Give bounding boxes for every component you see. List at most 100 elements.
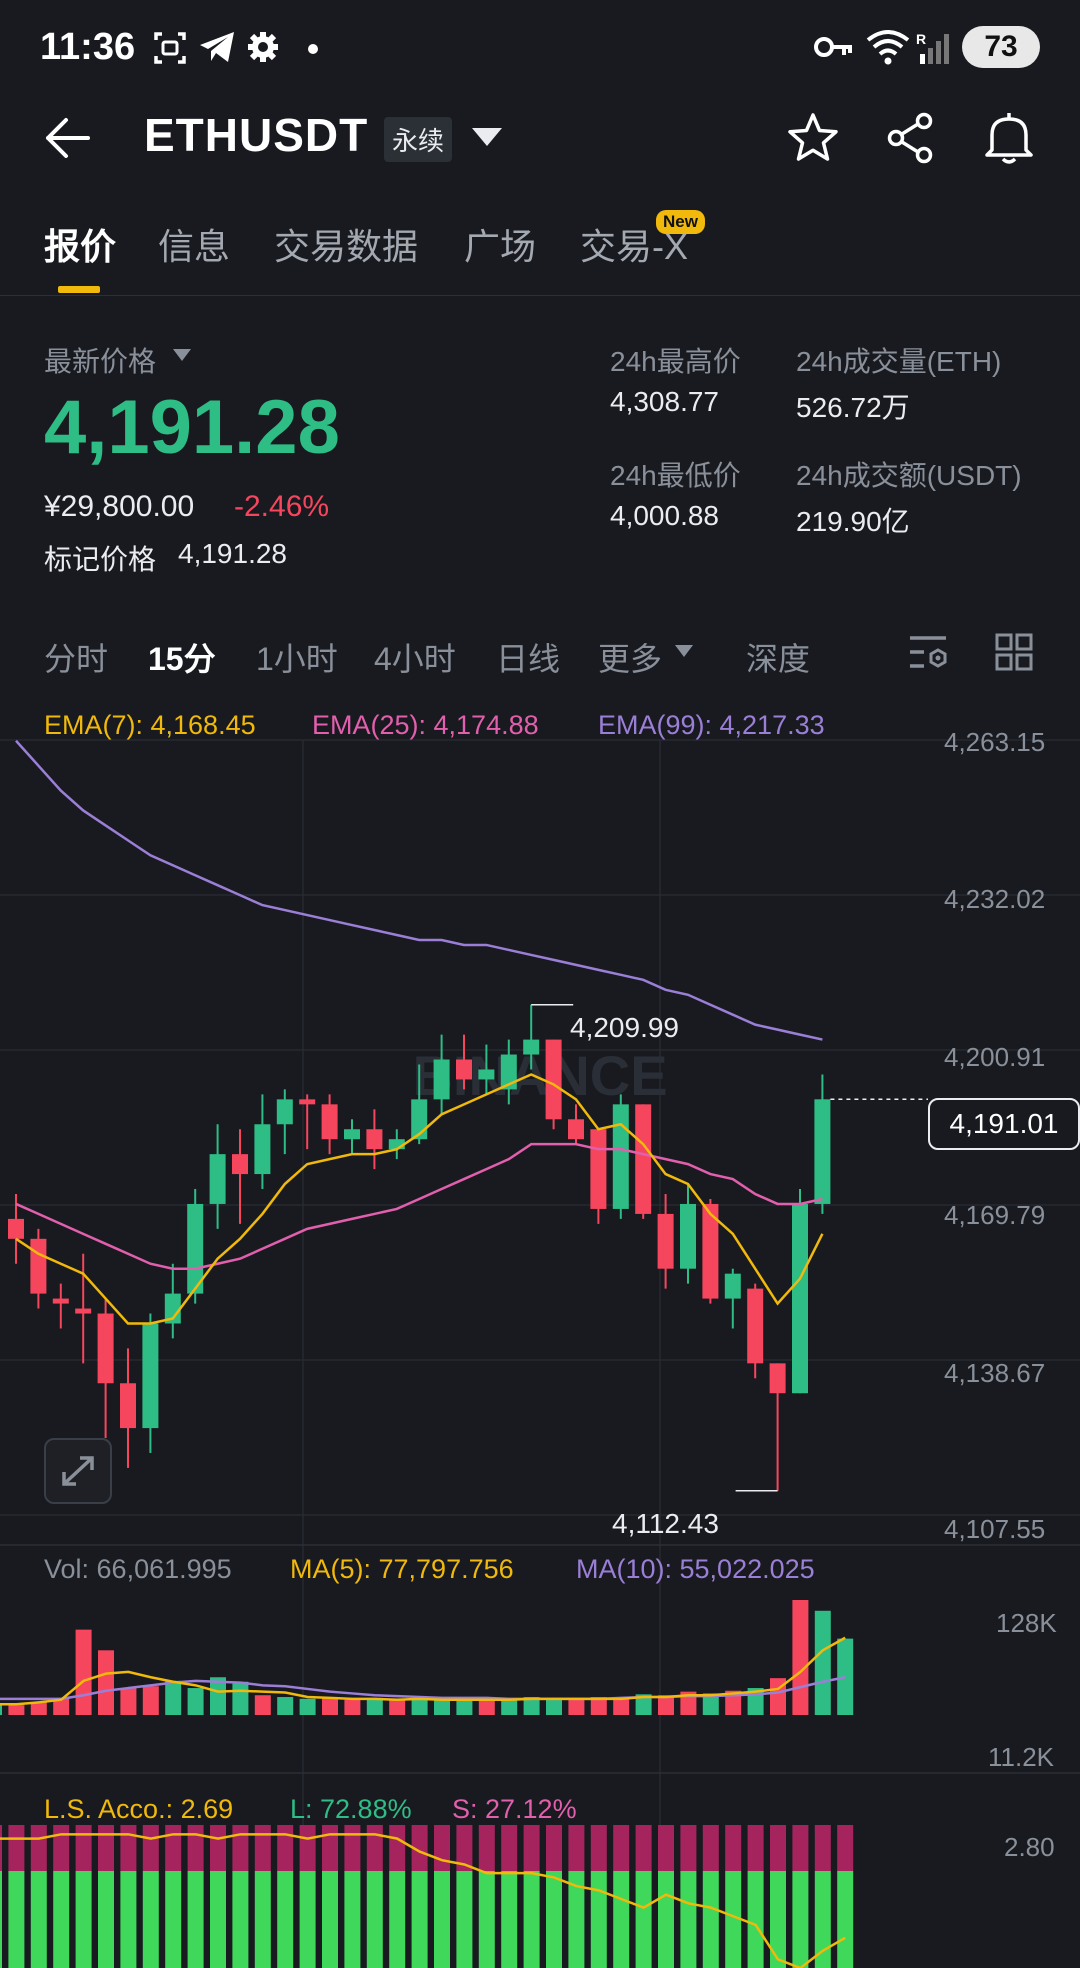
- ls-long-bar: [590, 1871, 607, 1968]
- candle-body: [142, 1323, 159, 1429]
- volume-bar: [613, 1698, 630, 1715]
- price-markers: [531, 1004, 928, 1492]
- ls-long-bar: [792, 1871, 809, 1968]
- candle-body: [478, 1069, 495, 1080]
- candle-body: [120, 1383, 136, 1429]
- candle-body: [344, 1129, 360, 1140]
- ls-long-bar: [658, 1871, 674, 1968]
- ls-short-bar: [546, 1825, 562, 1871]
- interval-depth[interactable]: 深度: [746, 641, 811, 677]
- candle-body: [97, 1313, 114, 1384]
- last-price-label[interactable]: 最新价格: [44, 346, 157, 377]
- ls-short-bar: [590, 1825, 607, 1871]
- ls-long-bar: [389, 1871, 406, 1968]
- interval-15m[interactable]: 15分: [148, 641, 216, 677]
- interval-more[interactable]: 更多: [598, 641, 663, 677]
- candle-body: [276, 1099, 293, 1125]
- ls-long-bar: [277, 1871, 294, 1968]
- ema99-legend: EMA(99): 4,217.33: [598, 710, 825, 740]
- back-arrow-icon[interactable]: [44, 116, 92, 160]
- candle-body: [75, 1308, 92, 1314]
- share-icon[interactable]: [884, 112, 938, 164]
- tabs-divider: [0, 295, 1080, 296]
- candle-body: [590, 1129, 607, 1209]
- kline-chart[interactable]: BINANCE: [0, 695, 1080, 1968]
- ls-long-bar: [770, 1871, 786, 1968]
- ls-long-bar: [322, 1871, 338, 1968]
- favorite-star-icon[interactable]: [786, 112, 840, 164]
- candle-body: [747, 1288, 764, 1364]
- volume-legend: Vol: 66,061.995: [44, 1554, 232, 1584]
- interval-daily[interactable]: 日线: [496, 641, 561, 677]
- expand-icon: [62, 1456, 94, 1486]
- tab-trading-data[interactable]: 交易数据: [274, 226, 419, 267]
- contract-type-badge: 永续: [384, 117, 453, 162]
- y-tick-5: 4,107.55: [944, 1514, 1046, 1544]
- low-24h-value: 4,000.88: [610, 500, 719, 531]
- ls-long-bar: [478, 1871, 495, 1968]
- ls-short-bar: [322, 1825, 338, 1871]
- volume-ma5-legend: MA(5): 77,797.756: [290, 1554, 514, 1584]
- candle-body: [545, 1039, 562, 1120]
- candle-body: [500, 1054, 517, 1090]
- volume-bar: [434, 1697, 450, 1715]
- tab-quote[interactable]: 报价: [44, 226, 117, 267]
- notification-bell-icon[interactable]: [982, 110, 1036, 166]
- interval-1h[interactable]: 1小时: [256, 641, 338, 677]
- cny-price: ¥29,800.00: [44, 490, 195, 523]
- volume-bar: [187, 1688, 204, 1715]
- price-change-percent: -2.46%: [234, 490, 330, 523]
- volume-bar: [366, 1697, 383, 1715]
- ls-short-bar: [702, 1825, 719, 1871]
- mark-price-label: 标记价格: [44, 544, 157, 575]
- tab-square[interactable]: 广场: [464, 226, 537, 267]
- price-type-dropdown-icon[interactable]: [172, 348, 192, 362]
- volume-bar: [0, 1704, 2, 1715]
- layout-grid-icon[interactable]: [994, 632, 1034, 672]
- symbol-dropdown-icon[interactable]: [470, 126, 504, 148]
- candlesticks: [8, 1004, 831, 1491]
- candle-body: [299, 1099, 316, 1105]
- ema99-line: [15, 739, 823, 1041]
- ls-short-bar: [658, 1825, 674, 1871]
- ls-long-bar: [546, 1871, 562, 1968]
- high-24h-value: 4,308.77: [610, 386, 719, 417]
- mark-price-value: 4,191.28: [178, 538, 287, 569]
- more-dropdown-icon[interactable]: [674, 644, 694, 658]
- ls-long-bar: [0, 1871, 2, 1968]
- interval-4h[interactable]: 4小时: [374, 641, 456, 677]
- candle-body: [792, 1203, 808, 1394]
- turnover-24h-usdt-value: 219.90亿: [796, 506, 910, 537]
- ls-short-bar: [299, 1825, 316, 1871]
- binance-watermark: BINANCE: [412, 1044, 667, 1107]
- battery-indicator: 73: [962, 26, 1040, 68]
- ls-long-bar: [501, 1871, 518, 1968]
- volume-bar: [456, 1700, 473, 1715]
- ls-long-bar: [344, 1871, 361, 1968]
- ema7-legend: EMA(7): 4,168.45: [44, 710, 256, 740]
- indicator-settings-icon[interactable]: [906, 632, 950, 672]
- ls-long-bar: [702, 1871, 719, 1968]
- ls-short-bar: [434, 1825, 450, 1871]
- interval-time-sharing[interactable]: 分时: [44, 641, 109, 677]
- tab-info[interactable]: 信息: [158, 226, 231, 267]
- candle-body: [814, 1099, 831, 1204]
- vpn-key-icon: [814, 37, 852, 57]
- candle-body: [209, 1154, 226, 1204]
- ls-short-bar: [8, 1825, 25, 1871]
- high-24h-label: 24h最高价: [610, 346, 741, 377]
- ls-y-tick: 2.80: [1004, 1832, 1055, 1862]
- symbol-title[interactable]: ETHUSDT: [144, 109, 369, 161]
- candle-body: [657, 1213, 674, 1269]
- ls-long-bar: [747, 1871, 764, 1968]
- volume-bar: [837, 1638, 854, 1715]
- ls-long-bar: [254, 1871, 271, 1968]
- ls-short-bar: [411, 1825, 428, 1871]
- ls-short-bar: [613, 1825, 630, 1871]
- ls-short-bar: [232, 1825, 249, 1871]
- ema25-line: [15, 1142, 823, 1270]
- fullscreen-button[interactable]: [44, 1438, 112, 1504]
- volume-bar: [389, 1698, 406, 1715]
- ls-long-bar: [366, 1871, 383, 1968]
- volume-y-tick-low: 11.2K: [988, 1742, 1055, 1772]
